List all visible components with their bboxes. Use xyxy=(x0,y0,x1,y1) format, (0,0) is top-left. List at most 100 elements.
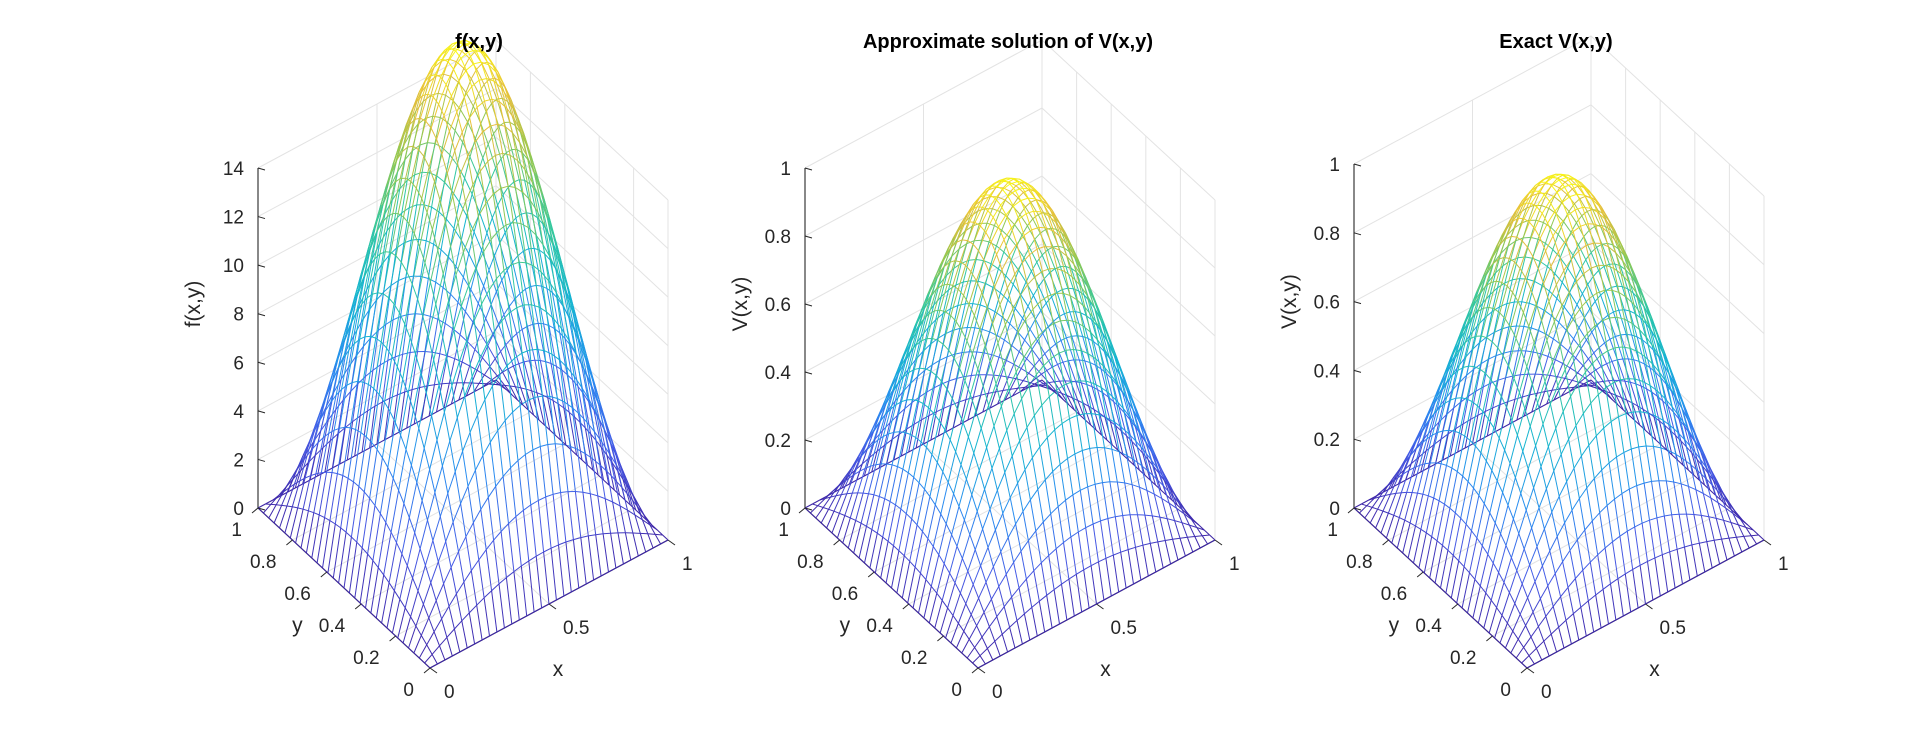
mesh-line xyxy=(393,553,403,591)
mesh-line xyxy=(1071,336,1080,361)
mesh-line xyxy=(429,469,436,493)
mesh-line xyxy=(953,262,962,269)
z-tick xyxy=(257,361,266,365)
mesh-line xyxy=(850,461,857,470)
mesh-line xyxy=(643,515,651,526)
mesh-line xyxy=(1044,471,1054,481)
mesh-line xyxy=(989,508,996,531)
mesh-line xyxy=(428,600,437,619)
mesh-line xyxy=(928,593,938,624)
mesh-line xyxy=(1190,519,1198,528)
mesh-line xyxy=(1020,197,1029,201)
mesh-line xyxy=(817,498,826,507)
mesh-line xyxy=(1076,272,1085,296)
mesh-line xyxy=(434,465,443,493)
mesh-line xyxy=(1043,212,1052,229)
mesh-line xyxy=(1036,246,1045,250)
mesh-line xyxy=(928,374,937,408)
mesh-line xyxy=(577,449,584,493)
mesh-line xyxy=(1006,413,1015,431)
mesh-line xyxy=(874,536,884,574)
mesh-line xyxy=(485,318,494,335)
mesh-line xyxy=(552,400,561,441)
mesh-line xyxy=(584,453,591,494)
mesh-line xyxy=(917,400,924,404)
mesh-line xyxy=(499,374,506,421)
mesh-line xyxy=(1047,292,1056,297)
mesh-line xyxy=(580,537,587,585)
mesh-line xyxy=(1486,331,1495,338)
mesh-line xyxy=(495,291,505,315)
mesh-line xyxy=(1013,351,1020,365)
mesh-line xyxy=(647,533,654,549)
mesh-line xyxy=(956,376,965,379)
mesh-line xyxy=(420,617,430,636)
mesh-line xyxy=(383,532,392,575)
mesh-line xyxy=(959,327,968,329)
mesh-line xyxy=(1040,310,1049,327)
mesh-line xyxy=(594,386,602,405)
mesh-line xyxy=(1028,365,1035,374)
mesh-line xyxy=(489,167,497,181)
mesh-line xyxy=(408,188,417,224)
mesh-line xyxy=(303,441,310,454)
mesh-line xyxy=(486,330,495,345)
mesh-line xyxy=(1122,408,1132,419)
mesh-line xyxy=(1054,429,1061,465)
mesh-line xyxy=(504,411,513,421)
mesh-line xyxy=(350,486,360,538)
mesh-line xyxy=(1006,430,1013,457)
mesh-line xyxy=(508,298,516,307)
mesh-line xyxy=(506,365,514,413)
mesh-line xyxy=(1456,435,1466,472)
mesh-line xyxy=(333,389,342,431)
mesh-line xyxy=(397,637,404,644)
mesh-line xyxy=(607,428,614,445)
mesh-line xyxy=(604,498,612,534)
mesh-line xyxy=(1071,381,1078,416)
mesh-line xyxy=(423,172,430,205)
mesh-line xyxy=(506,108,513,133)
mesh-line xyxy=(1359,505,1368,514)
mesh-line xyxy=(417,590,424,605)
mesh-line xyxy=(463,365,471,383)
mesh-line xyxy=(372,253,381,295)
mesh-line xyxy=(468,49,476,53)
mesh-line xyxy=(857,468,866,494)
mesh-line xyxy=(1016,243,1023,264)
mesh-line xyxy=(298,453,305,467)
mesh-line xyxy=(391,394,398,437)
mesh-line xyxy=(431,384,440,416)
mesh-line xyxy=(1592,383,1601,390)
mesh-line xyxy=(1547,266,1556,274)
mesh-line xyxy=(980,304,988,309)
mesh-line xyxy=(1027,218,1034,227)
mesh-line xyxy=(623,478,631,497)
mesh-line xyxy=(384,356,393,403)
mesh-line xyxy=(413,233,421,247)
mesh-line xyxy=(1044,200,1051,211)
mesh-line xyxy=(545,496,552,549)
mesh-line xyxy=(502,467,511,477)
mesh-line xyxy=(348,343,355,351)
mesh-line xyxy=(1161,498,1170,504)
mesh-line xyxy=(1054,423,1063,431)
mesh-line xyxy=(541,194,548,219)
mesh-line xyxy=(833,494,842,512)
mesh-line xyxy=(1105,554,1114,559)
mesh-line xyxy=(414,276,422,314)
mesh-line xyxy=(1108,338,1115,357)
mesh-line xyxy=(1034,270,1043,278)
mesh-line xyxy=(287,487,296,493)
mesh-line xyxy=(1077,299,1086,308)
mesh-line xyxy=(947,283,953,286)
mesh-line xyxy=(913,476,920,484)
mesh-line xyxy=(862,466,871,494)
mesh-line xyxy=(1052,245,1059,248)
mesh-line xyxy=(498,583,505,629)
mesh-line xyxy=(1135,440,1144,451)
chart-title: Approximate solution of V(x,y) xyxy=(863,31,1153,53)
mesh-line xyxy=(1028,247,1038,263)
mesh-line xyxy=(937,339,944,345)
mesh-line xyxy=(988,254,998,273)
